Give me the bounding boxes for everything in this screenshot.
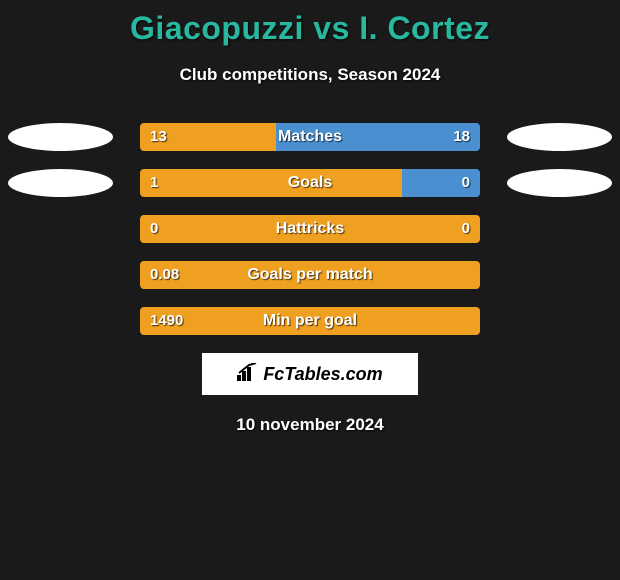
value-p2: 0 [462, 169, 470, 197]
stat-row: Hattricks0 0 [0, 215, 620, 243]
stat-label: Min per goal [0, 307, 620, 335]
title-p2: I. Cortez [359, 10, 490, 46]
value-p1: 1 [150, 169, 158, 197]
stat-label: Matches [0, 123, 620, 151]
subtitle: Club competitions, Season 2024 [0, 65, 620, 85]
value-p2: 0 [462, 215, 470, 243]
stats-rows: Matches1318Goals10Hattricks00Goals per m… [0, 123, 620, 335]
value-p1: 1490 [150, 307, 183, 335]
stat-label: Goals [0, 169, 620, 197]
stat-row: Goals1 0 [0, 169, 620, 197]
stat-row: Min per goal1490 [0, 307, 620, 335]
logo-text: FcTables.com [263, 364, 382, 385]
value-p1: 0 [150, 215, 158, 243]
value-p2: 18 [453, 123, 470, 151]
chart-icon [237, 363, 259, 386]
stat-row: Matches13 18 [0, 123, 620, 151]
logo-box[interactable]: FcTables.com [202, 353, 418, 395]
title-p1: Giacopuzzi [130, 10, 304, 46]
value-p1: 13 [150, 123, 167, 151]
date-text: 10 november 2024 [0, 415, 620, 435]
stat-label: Hattricks [0, 215, 620, 243]
value-p1: 0.08 [150, 261, 179, 289]
title-vs: vs [313, 10, 350, 46]
stat-row: Goals per match0.08 [0, 261, 620, 289]
stat-label: Goals per match [0, 261, 620, 289]
page-title: Giacopuzzi vs I. Cortez [0, 0, 620, 47]
